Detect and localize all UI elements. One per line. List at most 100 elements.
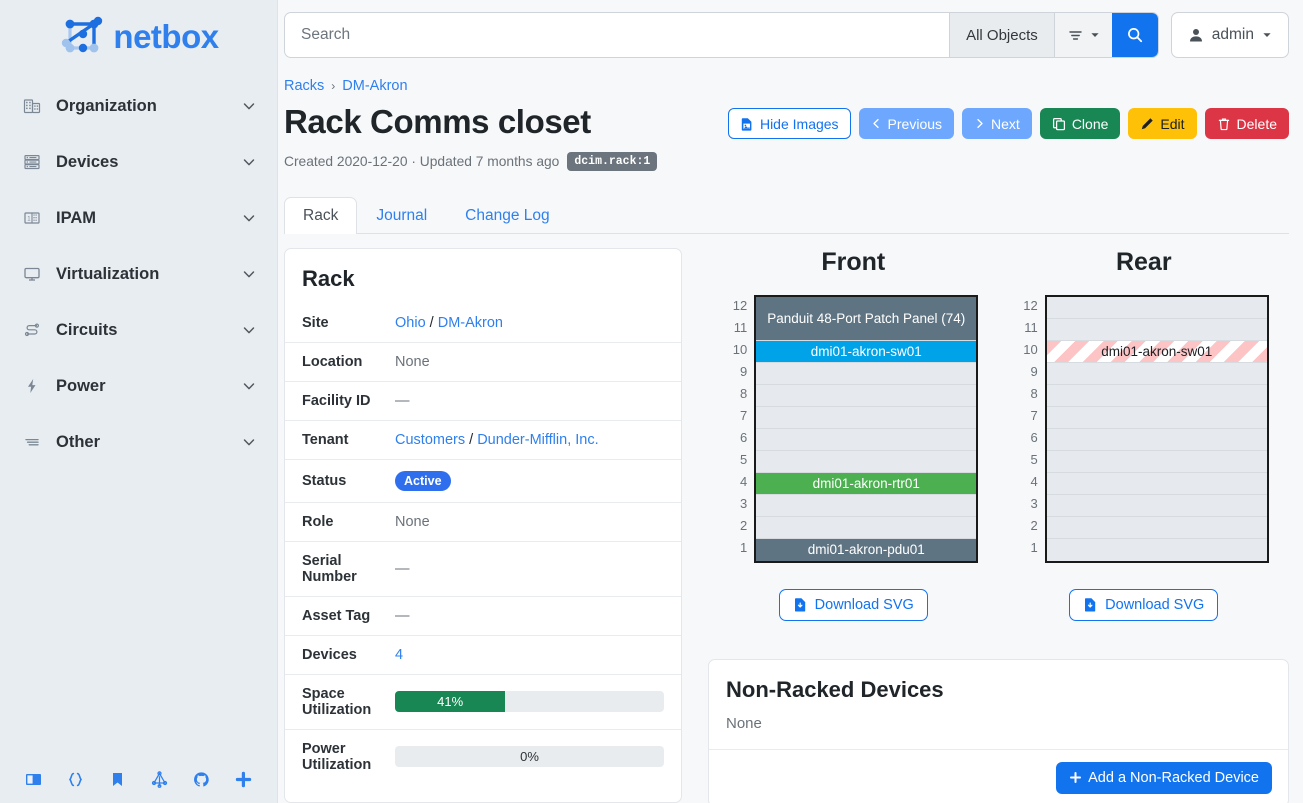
rack-unit-number: 2 <box>1030 518 1038 534</box>
graphql-icon[interactable] <box>150 769 170 789</box>
rack-attribute-label: Serial Number <box>302 552 357 585</box>
plus-icon <box>1069 771 1082 784</box>
rack-unit-empty[interactable] <box>756 362 977 385</box>
non-racked-title: Non-Racked Devices <box>726 676 944 702</box>
rack-attribute-link[interactable]: Dunder-Mifflin, Inc. <box>477 431 599 448</box>
brand-logo[interactable]: netbox <box>0 0 277 66</box>
chevron-down-icon <box>241 98 257 114</box>
right-column: Front 12 11 10 9 8 7 6 5 4 3 2 1 Panduit 48-Port Pa… <box>708 248 1289 803</box>
sidebar-item-ipam[interactable]: 1 IPAM <box>0 190 277 246</box>
sidebar-item-circuits[interactable]: Circuits <box>0 302 277 358</box>
rack-unit-number: 11 <box>1024 320 1038 336</box>
rack-attribute-label: Space Utilization <box>302 685 372 718</box>
rack-unit-number: 2 <box>740 518 748 534</box>
sidebar-item-organization[interactable]: Organization <box>0 78 277 134</box>
rack-attribute-value: 41% <box>395 674 681 729</box>
rack-unit-number: 3 <box>1030 496 1038 512</box>
download-svg-front-button[interactable]: Download SVG <box>778 588 928 621</box>
slack-icon[interactable] <box>234 769 254 789</box>
rack-unit-empty[interactable] <box>1046 384 1267 407</box>
rack-unit-empty[interactable] <box>1046 516 1267 539</box>
rack-unit-device[interactable]: dmi01-akron-pdu01 <box>756 538 977 561</box>
rack-unit-empty[interactable] <box>756 428 977 451</box>
rack-unit-empty[interactable] <box>1046 472 1267 495</box>
rack-unit-number: 5 <box>740 452 748 468</box>
rack-unit-empty[interactable] <box>756 450 977 473</box>
docs-book-icon[interactable] <box>24 769 44 789</box>
rack-unit-number: 12 <box>1023 298 1038 314</box>
rack-unit-empty[interactable] <box>1046 450 1267 473</box>
search-filter-dropdown[interactable] <box>1053 13 1112 57</box>
search-input[interactable] <box>285 13 950 57</box>
rack-attribute-link[interactable]: Ohio <box>395 314 426 331</box>
rack-unit-device[interactable]: dmi01-akron-rtr01 <box>756 472 977 495</box>
status-badge: Active <box>395 470 451 491</box>
rack-unit-empty[interactable] <box>1046 318 1267 341</box>
delete-button[interactable]: Delete <box>1204 108 1289 139</box>
chevron-right-icon <box>974 118 985 129</box>
rack-unit-empty[interactable] <box>1046 406 1267 429</box>
rack-unit-empty[interactable] <box>1046 538 1267 561</box>
svg-text:1: 1 <box>27 216 31 222</box>
rack-attribute-link[interactable]: DM-Akron <box>437 314 503 331</box>
rack-unit-device-rear[interactable]: dmi01-akron-sw01 <box>1046 340 1267 363</box>
download-svg-front-label: Download SVG <box>814 596 914 613</box>
rack-unit-empty[interactable] <box>1046 296 1267 319</box>
rack-unit-device[interactable]: dmi01-akron-sw01 <box>756 340 977 363</box>
value-separator: / <box>425 314 438 331</box>
elevation-front-title: Front <box>821 247 886 276</box>
rack-unit-empty[interactable] <box>756 516 977 539</box>
hide-images-button[interactable]: Hide Images <box>727 108 851 139</box>
download-svg-rear-button[interactable]: Download SVG <box>1069 588 1219 621</box>
tab-journal[interactable]: Journal <box>376 206 428 224</box>
rack-unit-empty[interactable] <box>1046 494 1267 517</box>
rack-attribute-text: None <box>395 513 430 530</box>
clone-button[interactable]: Clone <box>1039 108 1121 139</box>
sidebar-item-devices[interactable]: Devices <box>0 134 277 190</box>
previous-button[interactable]: Previous <box>858 108 955 139</box>
breadcrumb-racks-link[interactable]: Racks <box>284 78 325 94</box>
object-meta: Created 2020-12-20 · Updated 7 months ag… <box>284 151 658 171</box>
page-title: Rack Comms closet <box>284 103 591 140</box>
download-svg-rear-label: Download SVG <box>1105 596 1205 613</box>
sidebar-item-other[interactable]: Other <box>0 414 277 470</box>
rack-unit-empty[interactable] <box>756 494 977 517</box>
rack-unit-empty[interactable] <box>1046 428 1267 451</box>
front-rack-box: Panduit 48-Port Patch Panel (74) dmi01-ak… <box>754 294 979 563</box>
tab-change-log[interactable]: Change Log <box>465 206 550 224</box>
user-menu-button[interactable]: admin <box>1170 12 1289 58</box>
github-icon[interactable] <box>192 769 212 789</box>
elevation-rear-title: Rear <box>1115 247 1172 276</box>
rack-unit-number: 8 <box>740 386 748 402</box>
breadcrumb-current-link[interactable]: DM-Akron <box>342 78 408 94</box>
rack-unit-empty[interactable] <box>1046 362 1267 385</box>
bookmark-icon[interactable] <box>108 769 128 789</box>
edit-button[interactable]: Edit <box>1128 108 1197 139</box>
sidebar-nav: Organization Devices 1 IPAM <box>0 78 277 470</box>
search-scope-selector[interactable]: All Objects <box>949 13 1054 57</box>
add-non-racked-device-button[interactable]: Add a Non-Racked Device <box>1056 761 1272 794</box>
rack-attribute-row: Location None <box>285 342 681 381</box>
next-button[interactable]: Next <box>962 108 1032 139</box>
rack-unit-empty[interactable] <box>756 384 977 407</box>
rack-unit-empty[interactable] <box>756 406 977 429</box>
sidebar-item-power[interactable]: Power <box>0 358 277 414</box>
main-content: All Objects <box>278 0 1303 803</box>
tab-rack[interactable]: Rack <box>284 196 358 234</box>
search-submit-button[interactable] <box>1111 13 1158 57</box>
building-icon <box>22 96 42 116</box>
rack-attribute-value: 0% <box>395 729 681 784</box>
rack-attribute-link[interactable]: 4 <box>395 646 404 663</box>
rack-attribute-value: None <box>395 342 681 381</box>
pencil-icon <box>1140 117 1154 131</box>
file-download-icon <box>793 597 808 612</box>
image-file-icon <box>740 117 754 131</box>
sidebar-item-virtualization[interactable]: Virtualization <box>0 246 277 302</box>
rack-attribute-link[interactable]: Customers <box>395 431 466 448</box>
api-braces-icon[interactable] <box>66 769 86 789</box>
rack-attribute-label: Role <box>302 513 334 530</box>
rack-unit-device[interactable]: Panduit 48-Port Patch Panel (74) <box>756 296 977 341</box>
sidebar: netbox Organization Devices <box>0 0 278 803</box>
lightning-icon <box>22 376 42 396</box>
rack-attribute-value: Customers / Dunder-Mifflin, Inc. <box>395 420 681 459</box>
